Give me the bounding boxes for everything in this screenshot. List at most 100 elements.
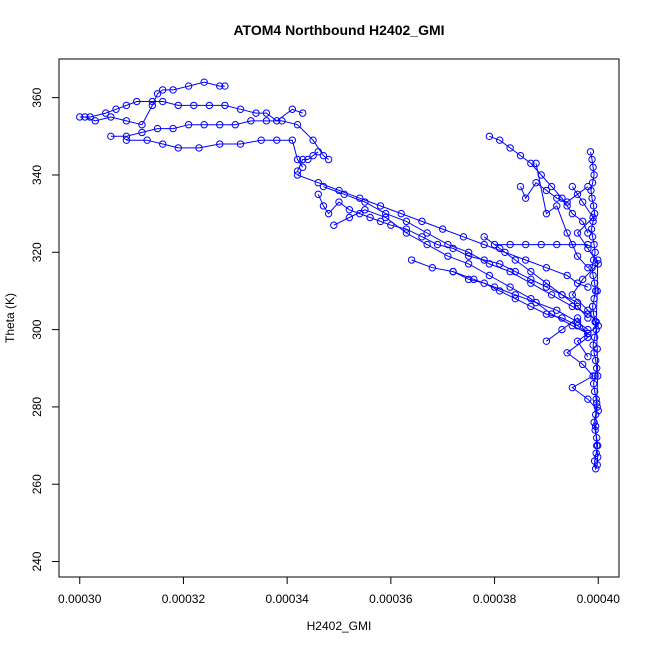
data-point — [496, 244, 504, 253]
data-point — [273, 136, 281, 144]
data-point — [521, 194, 530, 202]
data-point — [345, 206, 354, 214]
data-point — [589, 380, 598, 388]
data-point — [433, 240, 442, 249]
y-axis-label: Theta (K) — [3, 293, 17, 343]
data-point — [169, 86, 177, 94]
data-point — [361, 198, 369, 206]
data-point — [591, 356, 600, 365]
data-point — [593, 434, 601, 442]
data-point — [558, 314, 566, 322]
data-point — [568, 291, 577, 299]
series-line — [452, 271, 589, 334]
data-point — [122, 101, 131, 110]
data-point — [568, 209, 577, 218]
data-point — [319, 151, 328, 160]
x-tick-label: 0.00036 — [369, 592, 413, 606]
data-point — [584, 306, 592, 314]
data-point — [314, 179, 322, 187]
data-point — [309, 151, 317, 160]
data-point — [299, 109, 307, 117]
data-point — [521, 240, 530, 249]
data-point — [532, 179, 540, 187]
data-point — [381, 213, 390, 222]
data-point — [568, 302, 577, 311]
data-point — [231, 121, 239, 129]
data-point — [428, 264, 437, 272]
data-point — [511, 291, 519, 299]
data-point — [501, 248, 509, 256]
data-point — [91, 117, 99, 125]
data-point — [112, 105, 120, 113]
data-point — [516, 182, 525, 191]
data-point — [590, 294, 598, 303]
data-point — [593, 345, 601, 353]
data-point — [366, 213, 374, 222]
data-point — [356, 194, 364, 202]
data-point — [464, 248, 473, 256]
data-point — [593, 441, 601, 450]
data-point — [376, 217, 385, 226]
data-point — [122, 117, 131, 125]
data-point — [159, 86, 167, 94]
data-point — [397, 209, 405, 218]
data-point — [579, 275, 587, 284]
data-point — [330, 221, 338, 229]
data-point — [153, 90, 162, 98]
data-point — [506, 240, 514, 249]
data-point — [592, 395, 600, 403]
data-point — [133, 97, 141, 106]
data-point — [101, 109, 110, 117]
y-tick-label: 300 — [30, 319, 44, 339]
data-point — [449, 244, 457, 253]
data-point — [169, 124, 177, 133]
data-point — [590, 387, 599, 396]
data-point — [542, 310, 551, 318]
data-point — [527, 275, 535, 284]
data-point — [591, 372, 599, 380]
data-point — [506, 267, 514, 276]
x-axis: 0.00030 0.00032 0.00034 0.00036 0.00038 0.000… — [58, 577, 620, 606]
data-point — [589, 163, 597, 171]
data-point — [190, 101, 198, 110]
data-point — [319, 182, 328, 191]
data-point — [588, 302, 597, 311]
data-point — [579, 217, 587, 226]
data-point — [563, 349, 571, 357]
data-point — [594, 453, 602, 461]
data-point — [221, 82, 229, 90]
data-point — [547, 182, 556, 191]
data-point — [496, 136, 504, 144]
data-point — [304, 155, 312, 164]
data-point — [590, 240, 598, 249]
data-point — [588, 264, 596, 272]
data-point — [381, 209, 390, 218]
data-point — [444, 240, 452, 249]
data-point — [485, 132, 494, 141]
series-line — [79, 101, 303, 122]
data-point — [309, 136, 317, 144]
data-point — [558, 194, 566, 202]
data-point — [591, 410, 600, 419]
data-point — [184, 82, 193, 90]
data-point — [584, 264, 592, 272]
data-point — [584, 314, 592, 322]
data-point — [216, 82, 224, 90]
data-point — [511, 267, 519, 276]
series-line — [323, 186, 589, 315]
data-point — [591, 248, 599, 256]
data-point — [216, 121, 224, 129]
data-point — [591, 422, 600, 430]
data-point — [464, 252, 473, 260]
data-point — [236, 140, 245, 148]
data-point — [521, 256, 530, 264]
y-tick-label: 360 — [30, 87, 44, 107]
data-point — [319, 202, 328, 210]
data-point — [324, 209, 333, 218]
x-tick-label: 0.00032 — [162, 592, 206, 606]
data-point — [588, 194, 596, 202]
data-point — [594, 372, 602, 380]
data-point — [195, 144, 203, 152]
data-point — [335, 198, 343, 206]
